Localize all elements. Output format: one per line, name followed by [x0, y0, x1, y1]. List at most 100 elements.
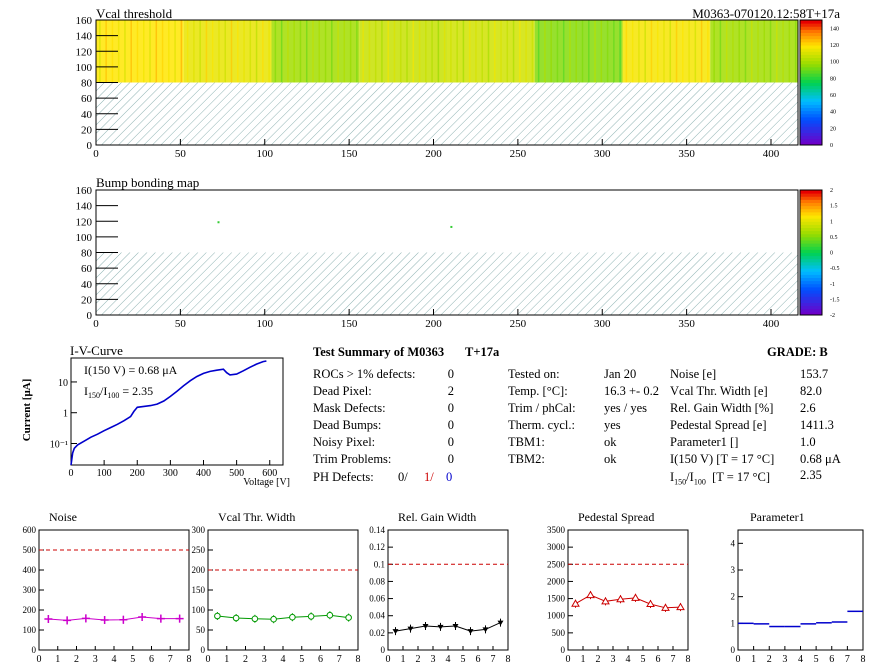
pixel-streak [782, 20, 784, 83]
x-tick-label: 200 [130, 468, 145, 479]
summary-row-value: ok [604, 452, 617, 466]
y-tick-label: 0 [731, 645, 736, 655]
x-tick-label: 6 [656, 654, 661, 665]
pixel-streak [656, 20, 659, 83]
x-tick-label: 2 [596, 654, 601, 665]
ph-defects-label: PH Defects: [313, 470, 374, 484]
y-tick-label: 0 [561, 645, 566, 655]
x-tick-label: 6 [318, 654, 323, 665]
colorbar-band [800, 277, 822, 282]
colorbar-band [800, 123, 822, 127]
pixel-streak [374, 20, 377, 83]
pixel-streak [569, 20, 571, 83]
y-tick-label: 4 [731, 538, 736, 548]
x-tick-label: 100 [97, 468, 112, 479]
colorbar-band [800, 265, 822, 269]
x-tick-label: 1 [224, 654, 229, 665]
pixel-streak [180, 20, 183, 83]
pixel-streak [619, 20, 621, 83]
pixel-streak [594, 20, 596, 83]
y-tick-label: 3500 [547, 525, 566, 535]
colorbar-band [800, 126, 822, 130]
y-tick-label: 1 [63, 409, 68, 420]
colorbar-band [800, 249, 822, 253]
data-point-6 [156, 614, 165, 623]
x-tick-label: 4 [112, 654, 117, 665]
pixel-streak [211, 20, 214, 83]
iv-curve-line [70, 360, 267, 466]
pixel-streak [174, 20, 176, 83]
colorbar-band [800, 79, 822, 83]
colorbar-band [800, 138, 822, 143]
colorbar-band [800, 32, 822, 37]
colorbar-band [800, 302, 822, 307]
y-tick-label: 140 [76, 31, 93, 43]
y-tick-label: 100 [76, 232, 93, 244]
x-tick-label: 400 [196, 468, 211, 479]
x-tick-label: 0 [37, 654, 42, 665]
summary-row-label: TBM2: [508, 452, 545, 466]
y-tick-label: 400 [23, 565, 37, 575]
pixel-streak [500, 20, 502, 83]
x-tick-label: 1 [401, 654, 406, 665]
pixel-streak [494, 20, 496, 83]
pixel-streak [694, 20, 697, 83]
summary-row-label: Tested on: [508, 367, 560, 381]
summary-row-value: Jan 20 [604, 367, 637, 381]
summary-row-value: 82.0 [800, 384, 822, 398]
y-tick-label: 20 [81, 294, 93, 306]
y-tick-label: 0 [201, 645, 206, 655]
iv-ylabel: Current [μA] [21, 379, 33, 442]
x-tick-label: 6 [829, 654, 834, 665]
colorbar-band [800, 113, 822, 118]
pixel-streak [393, 20, 396, 83]
data-point-4 [289, 613, 296, 621]
colorbar-band [800, 110, 822, 115]
colorbar-label: -2 [830, 313, 835, 319]
small-plot-frame [38, 529, 190, 651]
colorbar-band [800, 296, 822, 300]
summary-row-value: 0 [447, 418, 454, 432]
pixel-streak [550, 20, 552, 83]
colorbar-band [800, 308, 822, 313]
x-tick-label: 250 [510, 148, 527, 160]
colorbar-band [800, 227, 822, 232]
pixel-streak [312, 20, 314, 83]
y-tick-label: 2 [731, 592, 736, 602]
pixel-streak [218, 20, 220, 83]
colorbar-band [800, 255, 822, 260]
pixel-streak [512, 20, 515, 83]
summary-row-value: 2.6 [800, 401, 816, 415]
colorbar-label: 2 [830, 188, 833, 194]
data-point-1 [407, 626, 414, 632]
roc-block-1 [183, 20, 272, 83]
colorbar-band [800, 101, 822, 105]
pixel-streak [193, 20, 195, 83]
ph-defects-value-0: 0/ [398, 470, 408, 484]
colorbar-band [800, 48, 822, 52]
x-tick-label: 3 [93, 654, 98, 665]
x-tick-label: 300 [594, 148, 611, 160]
colorbar-band [800, 132, 822, 137]
y-tick-label: 2500 [547, 559, 566, 569]
pixel-streak [725, 20, 728, 83]
bump-pixel-1 [450, 225, 453, 228]
summary-tag: T+17a [465, 345, 500, 359]
colorbar-band [800, 218, 822, 222]
x-tick-label: 5 [130, 654, 135, 665]
colorbar-band [800, 41, 822, 46]
pixel-streak [387, 20, 389, 83]
colorbar-band [800, 199, 822, 203]
y-tick-label: 200 [23, 605, 37, 615]
colorbar-label: 0.5 [830, 235, 838, 241]
data-point-7 [175, 614, 184, 623]
y-tick-label: 160 [76, 185, 93, 197]
pixel-streak [368, 20, 371, 83]
pixel-streak [713, 20, 715, 83]
summary-row-value: 2 [447, 384, 454, 398]
x-tick-label: 4 [281, 654, 286, 665]
colorbar-band [800, 246, 822, 250]
summary-row-label: Temp. [°C]: [508, 384, 568, 398]
summary-row-label: Trim / phCal: [508, 401, 576, 415]
pixel-streak [412, 20, 415, 83]
